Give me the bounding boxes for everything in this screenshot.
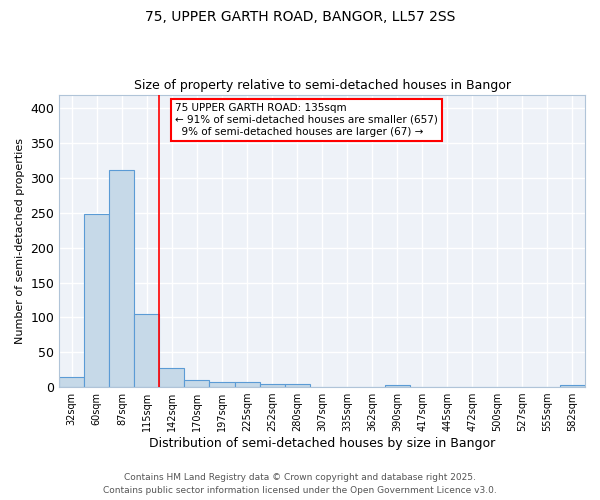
Bar — [184, 380, 209, 387]
Title: Size of property relative to semi-detached houses in Bangor: Size of property relative to semi-detach… — [134, 79, 511, 92]
Bar — [134, 314, 160, 387]
Bar — [235, 382, 260, 387]
Bar — [109, 170, 134, 387]
Bar — [160, 368, 184, 387]
Bar — [385, 385, 410, 387]
Bar — [85, 214, 109, 387]
Bar — [260, 384, 284, 387]
Y-axis label: Number of semi-detached properties: Number of semi-detached properties — [15, 138, 25, 344]
Bar — [560, 385, 585, 387]
Text: 75, UPPER GARTH ROAD, BANGOR, LL57 2SS: 75, UPPER GARTH ROAD, BANGOR, LL57 2SS — [145, 10, 455, 24]
X-axis label: Distribution of semi-detached houses by size in Bangor: Distribution of semi-detached houses by … — [149, 437, 495, 450]
Text: 75 UPPER GARTH ROAD: 135sqm
← 91% of semi-detached houses are smaller (657)
  9%: 75 UPPER GARTH ROAD: 135sqm ← 91% of sem… — [175, 104, 438, 136]
Text: Contains HM Land Registry data © Crown copyright and database right 2025.
Contai: Contains HM Land Registry data © Crown c… — [103, 474, 497, 495]
Bar — [59, 376, 85, 387]
Bar — [284, 384, 310, 387]
Bar — [209, 382, 235, 387]
